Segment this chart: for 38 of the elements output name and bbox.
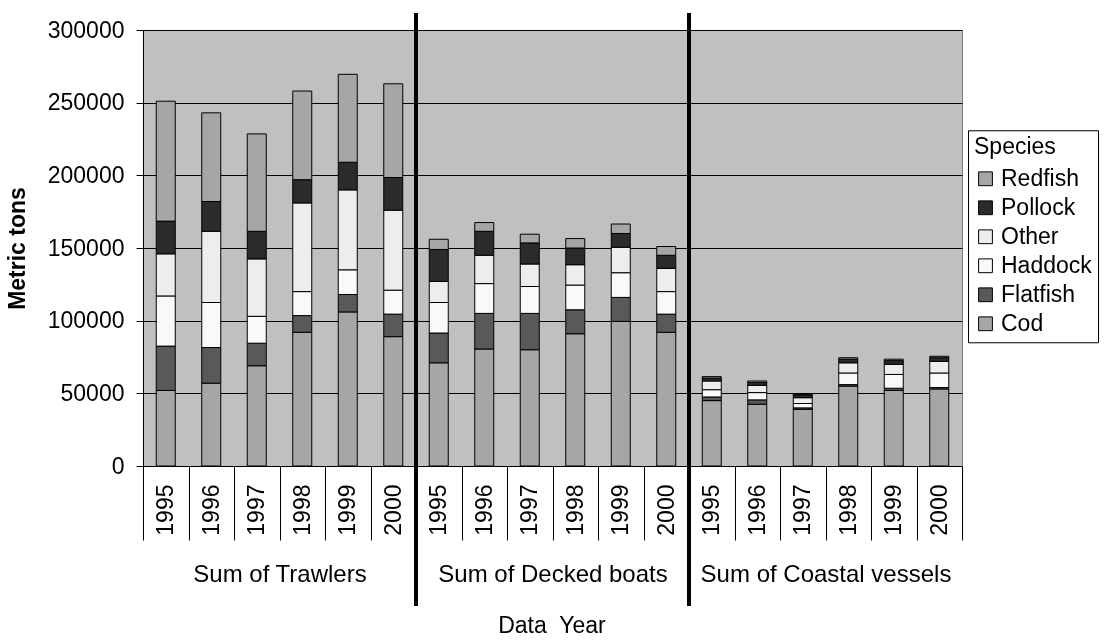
y-tick-label: 50000	[60, 379, 125, 406]
y-tick-label: 200000	[47, 161, 125, 188]
x-tick-label: 1998	[288, 484, 315, 536]
y-tick-label: 300000	[47, 16, 125, 43]
y-tick-label: 150000	[47, 234, 125, 261]
x-tick-label: 1999	[334, 484, 361, 536]
x-tick-label: 1998	[561, 484, 588, 536]
x-axis-title: Sum of Coastal vessels	[700, 559, 952, 587]
x-tick-label: 2000	[379, 484, 406, 536]
legend-label: Cod	[1001, 309, 1044, 336]
x-tick-label: 1999	[880, 484, 907, 536]
x-tick-label: 1997	[516, 484, 543, 536]
x-tick-label: 1999	[607, 484, 634, 536]
y-tick-label: 100000	[47, 307, 125, 334]
x-tick-label: 1997	[243, 484, 270, 536]
x-tick-label: 2000	[925, 484, 952, 536]
y-tick-label: 0	[111, 452, 125, 479]
x-tick-label: 1996	[470, 484, 497, 536]
legend-title: Species	[974, 133, 1056, 160]
text: Data	[498, 612, 547, 638]
x-tick-label: 1995	[698, 484, 725, 536]
x-tick-label: 1995	[152, 484, 179, 536]
legend-label: Haddock	[1001, 251, 1093, 278]
x-tick-label: 1996	[197, 484, 224, 536]
legend-label: Flatfish	[1001, 280, 1076, 307]
x-tick-label: 2000	[652, 484, 679, 536]
x-tick-label: 1997	[789, 484, 816, 536]
legend-label: Other	[1001, 222, 1059, 249]
text: Year	[559, 612, 607, 638]
x-tick-label: 1996	[743, 484, 770, 536]
x-axis-title: Sum of Decked boats	[438, 559, 668, 587]
legend-label: Redfish	[1001, 164, 1079, 191]
y-axis-title: Metric tons	[3, 187, 30, 310]
y-tick-label: 250000	[47, 89, 125, 116]
x-axis-title: Sum of Trawlers	[193, 559, 367, 587]
x-tick-label: 1995	[425, 484, 452, 536]
legend-label: Pollock	[1001, 193, 1076, 220]
x-tick-label: 1998	[834, 484, 861, 536]
